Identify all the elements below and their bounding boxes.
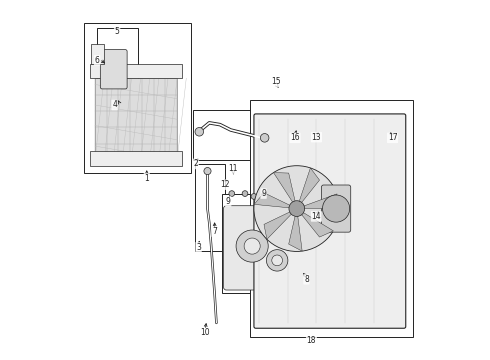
Text: 9: 9 [226, 197, 231, 206]
Bar [95, 78, 177, 160]
Bar [250, 100, 413, 337]
Text: 13: 13 [312, 132, 321, 141]
Circle shape [244, 238, 260, 254]
Bar [222, 194, 302, 293]
Text: 14: 14 [312, 212, 321, 221]
Circle shape [289, 201, 305, 216]
Text: 8: 8 [304, 275, 309, 284]
Bar [90, 152, 182, 166]
Circle shape [195, 127, 203, 136]
Bar [92, 44, 104, 64]
Polygon shape [264, 208, 297, 239]
Bar [84, 23, 192, 173]
Circle shape [272, 255, 283, 266]
Text: 10: 10 [200, 328, 210, 337]
Circle shape [322, 195, 350, 222]
Text: 16: 16 [290, 133, 300, 142]
FancyBboxPatch shape [100, 50, 127, 89]
Text: 9: 9 [261, 189, 266, 198]
Text: 1: 1 [145, 174, 149, 183]
Polygon shape [297, 194, 337, 208]
FancyBboxPatch shape [223, 206, 297, 290]
Text: 2: 2 [194, 159, 198, 168]
Circle shape [236, 230, 268, 262]
Bar [97, 28, 138, 94]
Text: 3: 3 [196, 243, 201, 252]
Text: 4: 4 [112, 100, 117, 109]
Text: 7: 7 [212, 227, 217, 236]
Circle shape [267, 249, 288, 271]
Text: 5: 5 [115, 27, 120, 36]
Polygon shape [297, 168, 319, 208]
Text: 17: 17 [388, 133, 397, 142]
Text: 6: 6 [95, 56, 99, 65]
Text: 11: 11 [228, 164, 238, 173]
Polygon shape [297, 208, 333, 237]
Bar [193, 111, 273, 160]
Circle shape [204, 167, 211, 175]
Bar [195, 164, 225, 251]
Text: 15: 15 [271, 77, 281, 86]
FancyBboxPatch shape [254, 114, 406, 328]
Polygon shape [254, 193, 297, 208]
FancyBboxPatch shape [314, 142, 351, 211]
Polygon shape [273, 172, 297, 208]
Circle shape [251, 194, 257, 199]
Text: 12: 12 [220, 180, 230, 189]
Text: 18: 18 [307, 336, 316, 345]
Circle shape [260, 134, 269, 142]
Circle shape [242, 191, 248, 197]
Polygon shape [289, 208, 302, 251]
Bar [90, 64, 182, 78]
FancyBboxPatch shape [321, 185, 351, 232]
Circle shape [229, 191, 235, 197]
Circle shape [254, 166, 340, 251]
